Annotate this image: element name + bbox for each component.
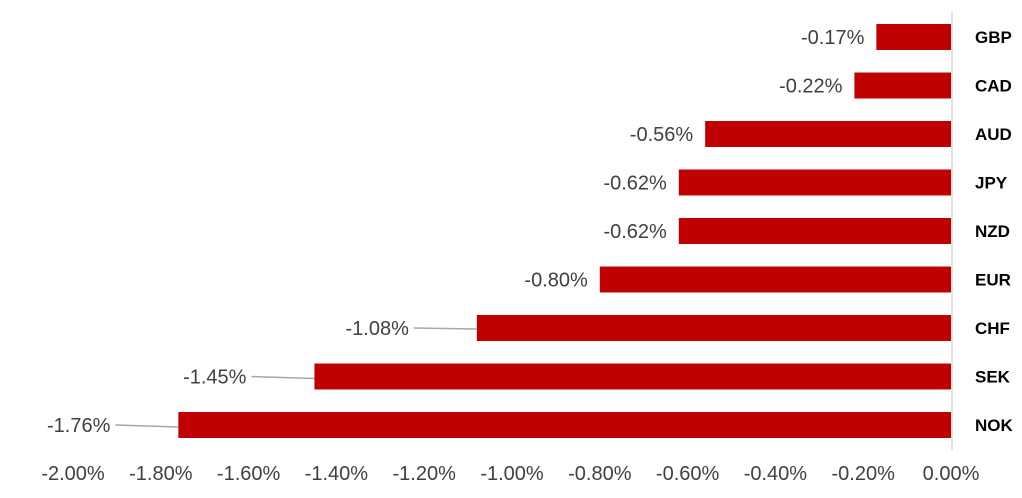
category-label-aud: AUD: [975, 125, 1012, 144]
category-label-cad: CAD: [975, 77, 1012, 96]
bars-group: [178, 24, 952, 438]
bar-eur: [599, 266, 951, 293]
category-label-sek: SEK: [975, 368, 1011, 387]
x-tick-label: -1.40%: [305, 463, 369, 485]
data-label-nok: -1.76%: [47, 415, 111, 437]
data-label-gbp: -0.17%: [801, 27, 865, 49]
leader-line-chf: [413, 327, 477, 330]
category-labels-group: GBP CAD AUD JPY NZD EUR CHF SEK NOK: [975, 28, 1014, 435]
category-label-chf: CHF: [975, 319, 1010, 338]
data-label-cad: -0.22%: [779, 76, 843, 98]
x-tick-label: -1.60%: [217, 463, 281, 485]
data-label-sek: -1.45%: [183, 367, 247, 389]
x-tick-label: -0.80%: [568, 463, 632, 485]
bar-sek: [314, 363, 951, 390]
data-label-jpy: -0.62%: [603, 173, 667, 195]
category-label-eur: EUR: [975, 271, 1011, 290]
x-tick-label: -1.20%: [393, 463, 457, 485]
bar-aud: [705, 121, 951, 147]
x-tick-label: -0.20%: [832, 463, 896, 485]
bar-chf: [476, 315, 951, 341]
x-tick-label: -1.00%: [480, 463, 544, 485]
bar-nzd: [678, 218, 951, 244]
x-tick-label: -2.00%: [41, 463, 105, 485]
bar-cad: [854, 72, 951, 99]
category-label-nok: NOK: [975, 416, 1014, 435]
x-tick-label: -1.80%: [129, 463, 193, 485]
x-tick-labels-group: -2.00% -1.80% -1.60% -1.40% -1.20% -1.00% -0.8…: [41, 463, 979, 485]
leader-line-sek: [251, 375, 315, 380]
x-tick-label: -0.60%: [656, 463, 720, 485]
data-label-eur: -0.80%: [524, 270, 588, 292]
x-tick-label: 0.00%: [923, 463, 980, 485]
category-label-nzd: NZD: [975, 222, 1010, 241]
bar-gbp: [876, 24, 951, 50]
leader-lines-group: [115, 327, 477, 428]
data-label-chf: -1.08%: [346, 318, 410, 340]
leader-line-nok: [115, 424, 179, 428]
bar-jpy: [678, 169, 951, 196]
data-label-aud: -0.56%: [630, 124, 694, 146]
category-label-gbp: GBP: [975, 28, 1012, 47]
data-label-nzd: -0.62%: [603, 221, 667, 243]
data-labels-group: -0.17% -0.22% -0.56% -0.62% -0.62% -0.80% -1.0…: [47, 27, 865, 437]
x-tick-label: -0.40%: [744, 463, 808, 485]
bar-nok: [178, 412, 952, 438]
category-label-jpy: JPY: [975, 174, 1008, 193]
